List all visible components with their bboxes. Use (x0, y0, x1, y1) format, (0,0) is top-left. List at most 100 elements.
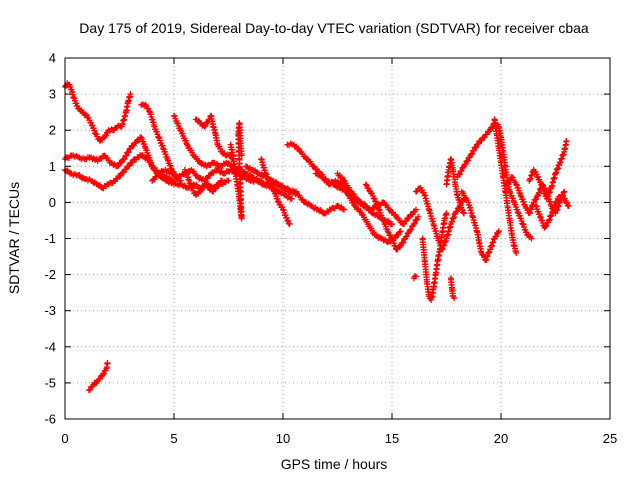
x-tick-label: 25 (603, 431, 617, 446)
data-point (354, 195, 361, 202)
data-point (528, 235, 535, 242)
data-series (62, 134, 177, 185)
data-point-fill (126, 146, 133, 153)
data-point-fill (285, 220, 292, 227)
data-point-fill (100, 370, 107, 377)
y-tick-label: -6 (44, 412, 56, 427)
data-point-fill (405, 215, 412, 222)
data-series (532, 192, 572, 231)
data-point (565, 203, 572, 210)
x-tick-label: 20 (494, 431, 508, 446)
data-point (451, 295, 458, 302)
data-markers (62, 80, 572, 394)
data-point (397, 228, 404, 235)
data-series (312, 170, 404, 246)
data-series (419, 210, 450, 303)
data-point-fill (469, 150, 476, 157)
data-series (62, 80, 134, 145)
y-tick-label: -5 (44, 375, 56, 390)
data-point (443, 210, 450, 217)
y-tick-label: 2 (49, 123, 56, 138)
data-series (526, 138, 570, 202)
data-point-fill (87, 386, 94, 393)
y-tick-label: -1 (44, 231, 56, 246)
data-series (443, 156, 467, 217)
x-axis-label: GPS time / hours (281, 456, 388, 472)
data-point (288, 195, 295, 202)
y-tick-label: 0 (49, 195, 56, 210)
data-point-fill (202, 122, 209, 129)
data-point-fill (96, 375, 103, 382)
chart-title: Day 175 of 2019, Sidereal Day-to-day VTE… (79, 20, 589, 36)
data-point-fill (411, 220, 418, 227)
data-point (386, 206, 393, 213)
data-point (563, 138, 570, 145)
grid-lines (65, 58, 610, 419)
data-point-fill (462, 161, 469, 168)
data-point (114, 163, 121, 170)
data-point (125, 163, 132, 170)
data-point-fill (505, 180, 512, 187)
data-point (351, 203, 358, 210)
data-series (491, 116, 520, 256)
data-point (201, 123, 208, 130)
data-point-fill (123, 152, 130, 159)
data-series (362, 181, 422, 253)
data-point (238, 152, 245, 159)
data-point (415, 213, 422, 220)
data-point-fill (478, 137, 485, 144)
data-point (412, 273, 419, 280)
axis-ticks: 0 5 10 15 20 25 -6 -5 -4 -3 -2 -1 0 1 2 3 4 (44, 51, 617, 447)
y-axis-label: SDTVAR / TECUs (6, 182, 22, 294)
data-point-fill (408, 226, 415, 233)
data-point (474, 141, 481, 148)
data-point (310, 163, 317, 170)
y-tick-label: 1 (49, 159, 56, 174)
y-tick-label: 4 (49, 51, 56, 66)
data-point (177, 127, 184, 134)
data-series (227, 119, 245, 222)
y-tick-label: 3 (49, 87, 56, 102)
data-point-fill (456, 171, 463, 178)
data-point (151, 166, 158, 173)
data-series (181, 166, 225, 199)
data-point (513, 249, 520, 256)
data-point-fill (80, 174, 87, 181)
data-point-fill (493, 233, 500, 240)
data-point-fill (465, 157, 472, 164)
data-point (218, 177, 225, 184)
data-point (144, 156, 151, 163)
data-point (563, 199, 570, 206)
data-series (410, 273, 419, 282)
data-series (334, 170, 419, 228)
data-point-fill (396, 228, 403, 235)
data-point-fill (212, 185, 219, 192)
data-point (410, 221, 417, 228)
data-point (341, 206, 348, 213)
data-point (495, 228, 502, 235)
y-tick-label: -4 (44, 339, 56, 354)
data-point-fill (129, 159, 136, 166)
data-point-fill (403, 233, 410, 240)
y-tick-label: -2 (44, 267, 56, 282)
data-point (127, 91, 134, 98)
data-point (319, 174, 326, 181)
data-point (561, 188, 568, 195)
data-point (286, 221, 293, 228)
x-tick-label: 10 (276, 431, 290, 446)
data-point (460, 210, 467, 217)
data-point-fill (118, 159, 125, 166)
data-point (389, 221, 395, 228)
data-point-fill (453, 208, 460, 215)
x-tick-label: 15 (385, 431, 399, 446)
data-point (345, 192, 352, 199)
data-point-fill (470, 147, 477, 154)
data-series (458, 188, 502, 264)
data-point-fill (146, 108, 153, 115)
data-series (447, 275, 458, 302)
data-series (192, 112, 236, 163)
data-point (412, 206, 419, 213)
data-point-fill (533, 196, 540, 203)
data-series (258, 156, 293, 228)
